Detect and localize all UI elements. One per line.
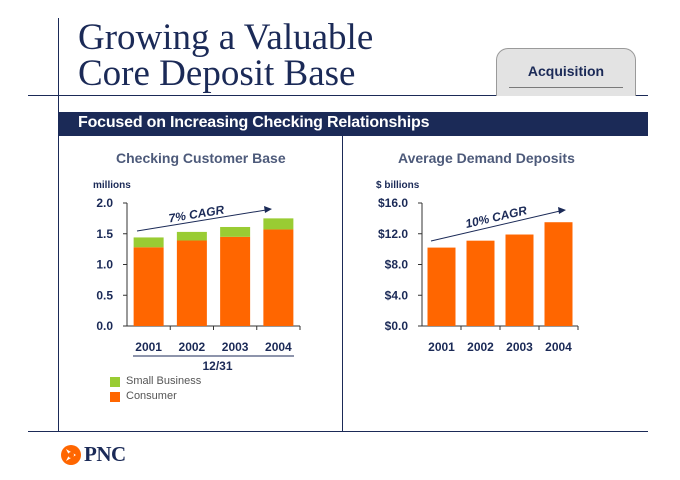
checking-chart-unit: millions [93,180,131,191]
deposits-bar-value [544,222,573,326]
section-tab-label: Acquisition [527,63,605,79]
slide-title-line-2: Core Deposit Base [78,53,356,94]
checking-bar-small-business [176,231,207,241]
legend-label-small-business: Small Business [126,375,202,387]
legend-label-consumer: Consumer [126,390,177,402]
checking-cagr-arrow [136,209,267,232]
checking-y-tick-label: 2.0 [96,196,113,210]
checking-x-tick-label: 2004 [265,340,292,354]
checking-y-tick-label: 0.5 [96,288,113,302]
checking-cagr-arrowhead [264,206,272,213]
deposits-x-tick-label: 2001 [428,340,455,354]
deposits-y-tick-label: $16.0 [378,196,408,210]
deposits-y-tick-label: $8.0 [385,258,409,272]
checking-y-tick-label: 1.5 [96,227,113,241]
checking-chart-title: Checking Customer Base [116,150,286,166]
checking-y-tick-label: 1.0 [96,258,113,272]
checking-y-tick-label: 0.0 [96,319,113,333]
deposits-x-tick-label: 2003 [506,340,533,354]
checking-bar-consumer [176,240,207,326]
pnc-logo: PNC [60,441,150,467]
pnc-logo-icon [61,445,81,465]
pnc-logo-text: PNC [84,442,126,466]
checking-x-axis-label: 12/31 [202,359,232,373]
footer-rule [28,431,648,432]
deposits-y-tick-label: $12.0 [378,227,408,241]
checking-x-tick-label: 2001 [135,340,162,354]
deposits-bar-value [466,240,495,326]
deposits-cagr-arrow [430,210,561,242]
deposits-chart-title: Average Demand Deposits [398,150,575,166]
deposits-y-tick-label: $4.0 [385,288,409,302]
slide-title-line-1: Growing a Valuable [78,17,374,58]
slide-title: Growing a Valuable Core Deposit Base [78,17,374,94]
header-rule [28,95,648,96]
checking-bar-consumer [263,229,294,326]
deposits-chart-unit: $ billions [376,180,420,191]
subtitle-banner: Focused on Increasing Checking Relations… [58,112,648,136]
deposits-cagr-label: 10% CAGR [464,203,529,231]
checking-bar-consumer [220,236,251,326]
checking-bar-small-business [220,226,251,237]
section-tab-underline [509,87,623,88]
chart-divider [342,136,343,432]
deposits-y-tick-label: $0.0 [385,319,409,333]
checking-bar-small-business [133,237,164,248]
left-rule [58,18,59,432]
subtitle-banner-text: Focused on Increasing Checking Relations… [78,114,430,131]
checking-bar-consumer [133,247,164,326]
checking-bar-small-business [263,218,294,230]
deposits-bar-value [505,234,534,326]
deposits-x-tick-label: 2002 [467,340,494,354]
deposits-cagr-arrowhead [558,207,566,214]
checking-x-tick-label: 2003 [222,340,249,354]
checking-x-tick-label: 2002 [179,340,206,354]
deposits-bar-value [427,247,456,326]
legend-swatch-small-business [110,377,120,387]
legend-swatch-consumer [110,392,120,402]
section-tab: Acquisition [496,48,636,96]
deposits-x-tick-label: 2004 [545,340,572,354]
